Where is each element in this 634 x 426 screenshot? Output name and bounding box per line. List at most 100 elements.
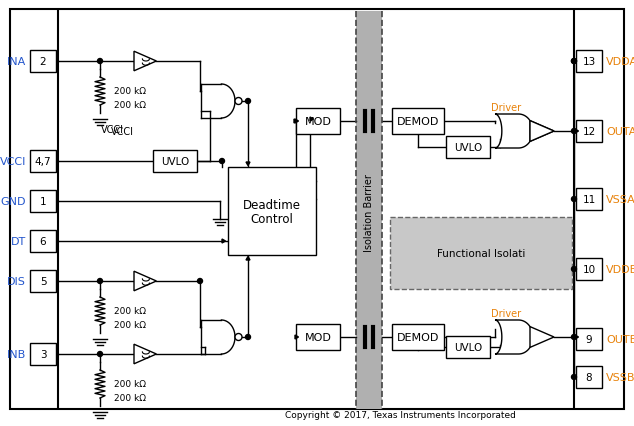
Text: DEMOD: DEMOD [397, 117, 439, 127]
Text: 5: 5 [40, 276, 46, 286]
Text: Copyright © 2017, Texas Instruments Incorporated: Copyright © 2017, Texas Instruments Inco… [285, 411, 515, 420]
Bar [446, 137, 490, 158]
Text: UVLO: UVLO [454, 143, 482, 153]
Text: Functional Isolati: Functional Isolati [437, 248, 525, 259]
Text: 12: 12 [583, 127, 595, 137]
Text: VDDA: VDDA [606, 57, 634, 67]
Polygon shape [246, 257, 250, 260]
Circle shape [98, 59, 103, 64]
Bar [576, 366, 602, 388]
Bar [576, 328, 602, 350]
Polygon shape [134, 271, 157, 291]
Text: VSSB: VSSB [606, 372, 634, 382]
Text: MOD: MOD [304, 332, 332, 342]
Bar [228, 167, 316, 256]
Text: 4,7: 4,7 [35, 157, 51, 167]
Text: 11: 11 [583, 195, 595, 204]
Bar [392, 324, 444, 350]
Polygon shape [530, 121, 554, 142]
Circle shape [219, 159, 224, 164]
Polygon shape [295, 120, 299, 124]
Text: 3: 3 [40, 349, 46, 359]
Polygon shape [495, 115, 533, 149]
Text: GND: GND [1, 196, 26, 207]
Text: 13: 13 [583, 57, 595, 67]
Bar [356, 12, 382, 409]
Text: VCCI: VCCI [101, 125, 124, 135]
Bar [30, 190, 56, 213]
Text: 200 kΩ: 200 kΩ [114, 87, 146, 96]
Polygon shape [134, 52, 157, 72]
Text: INA: INA [7, 57, 26, 67]
Text: 200 kΩ: 200 kΩ [114, 394, 146, 403]
Bar [30, 151, 56, 173]
Polygon shape [294, 120, 297, 124]
Text: VDDB: VDDB [606, 265, 634, 274]
Polygon shape [310, 118, 313, 122]
Polygon shape [575, 335, 578, 339]
Polygon shape [295, 335, 299, 339]
Text: VCCI: VCCI [110, 127, 134, 137]
Bar [390, 218, 572, 289]
Text: 2: 2 [40, 57, 46, 67]
Text: OUTB: OUTB [606, 334, 634, 344]
Bar [30, 230, 56, 253]
Polygon shape [222, 239, 226, 243]
Bar [30, 271, 56, 292]
Bar [296, 324, 340, 350]
Polygon shape [134, 344, 157, 364]
Text: Driver: Driver [491, 308, 521, 318]
Bar [576, 259, 602, 280]
Polygon shape [530, 327, 554, 348]
Text: 8: 8 [586, 372, 592, 382]
Circle shape [571, 197, 576, 202]
Text: VCCI: VCCI [0, 157, 26, 167]
Bar [392, 109, 444, 135]
Bar [153, 151, 197, 173]
Circle shape [571, 59, 576, 64]
Text: 9: 9 [586, 334, 592, 344]
Text: 1: 1 [40, 196, 46, 207]
Circle shape [245, 99, 250, 104]
Bar [446, 336, 490, 358]
Text: 200 kΩ: 200 kΩ [114, 321, 146, 330]
Text: DT: DT [11, 236, 26, 246]
Text: UVLO: UVLO [454, 342, 482, 352]
Text: 200 kΩ: 200 kΩ [114, 101, 146, 110]
Circle shape [235, 334, 242, 341]
Polygon shape [530, 121, 554, 142]
Bar [30, 51, 56, 73]
Circle shape [571, 267, 576, 272]
Circle shape [98, 279, 103, 284]
Text: 6: 6 [40, 236, 46, 246]
Text: 200 kΩ: 200 kΩ [114, 307, 146, 316]
Circle shape [571, 129, 576, 134]
Text: MOD: MOD [304, 117, 332, 127]
Text: OUTA: OUTA [606, 127, 634, 137]
Polygon shape [246, 163, 250, 166]
Bar [30, 343, 56, 365]
Polygon shape [495, 320, 533, 354]
Text: Control: Control [250, 213, 294, 226]
Bar [576, 51, 602, 73]
Bar [576, 189, 602, 210]
Circle shape [98, 352, 103, 357]
Text: VSSA: VSSA [606, 195, 634, 204]
Circle shape [571, 59, 576, 64]
Circle shape [245, 335, 250, 340]
Bar [576, 121, 602, 143]
Text: 10: 10 [583, 265, 595, 274]
Circle shape [198, 279, 202, 284]
Text: Driver: Driver [491, 103, 521, 113]
Text: DIS: DIS [7, 276, 26, 286]
Polygon shape [575, 130, 578, 134]
Circle shape [571, 374, 576, 380]
Circle shape [571, 335, 576, 340]
Text: 200 kΩ: 200 kΩ [114, 380, 146, 389]
Text: UVLO: UVLO [161, 157, 189, 167]
Text: DEMOD: DEMOD [397, 332, 439, 342]
Text: INB: INB [7, 349, 26, 359]
Text: Deadtime: Deadtime [243, 199, 301, 212]
Bar [296, 109, 340, 135]
Circle shape [235, 98, 242, 105]
